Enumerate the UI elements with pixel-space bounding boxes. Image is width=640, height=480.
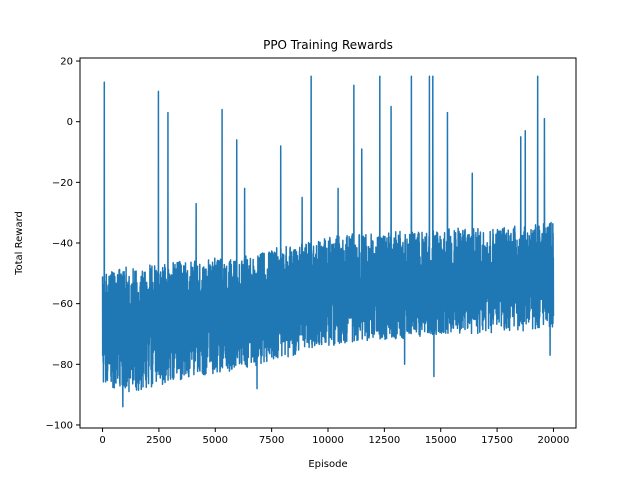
x-tick-label: 7500 [259, 435, 284, 446]
plot-area [101, 75, 555, 408]
axes-frame [79, 57, 577, 429]
spike-point [244, 187, 246, 189]
spike-point [195, 203, 197, 205]
spike-point [361, 148, 363, 150]
spike-point [549, 354, 551, 356]
chart-title: PPO Training Rewards [263, 38, 393, 52]
x-tick-label: 12500 [368, 435, 400, 446]
y-tick-label: 20 [60, 57, 73, 68]
spike-point [236, 139, 238, 141]
spike-point [353, 84, 355, 86]
y-tick-label: −60 [52, 299, 73, 310]
spike-point [310, 75, 312, 77]
spike-point [280, 145, 282, 147]
spike-point [390, 106, 392, 108]
x-tick-label: 5000 [203, 435, 228, 446]
spike-point [122, 406, 124, 408]
x-axis-label: Episode [308, 459, 347, 470]
y-tick-label: −100 [46, 420, 73, 431]
spike-point [524, 130, 526, 132]
x-tick-label: 20000 [538, 435, 570, 446]
spike-point [446, 112, 448, 114]
spike-point [301, 197, 303, 199]
spike-point [471, 172, 473, 174]
spike-point [157, 90, 159, 92]
x-tick-label: 10000 [312, 435, 344, 446]
spike-point [256, 388, 258, 390]
spike-point [379, 75, 381, 77]
spike-point [337, 187, 339, 189]
spike-point [103, 81, 105, 83]
x-tick-label: 2500 [146, 435, 171, 446]
spike-point [433, 375, 435, 377]
x-tick-label: 0 [99, 435, 105, 446]
y-tick-label: 0 [67, 117, 73, 128]
spike-point [520, 136, 522, 138]
x-tick-label: 15000 [425, 435, 457, 446]
axis-ticks: 0 2500 5000 7500 10000 12500 15000 17500 20000 −1… [46, 57, 570, 446]
y-axis-label: Total Reward [14, 211, 25, 276]
spike-point [167, 112, 169, 114]
spike-point [428, 75, 430, 77]
spike-point [543, 118, 545, 120]
series-line [101, 75, 555, 408]
y-tick-label: −20 [52, 178, 73, 189]
spike-point [432, 75, 434, 77]
y-tick-label: −80 [52, 360, 73, 371]
spike-point [537, 75, 539, 77]
spike-point [221, 109, 223, 111]
y-tick-label: −40 [52, 239, 73, 250]
spike-point [410, 75, 412, 77]
x-tick-label: 17500 [481, 435, 513, 446]
spike-point [404, 363, 406, 365]
